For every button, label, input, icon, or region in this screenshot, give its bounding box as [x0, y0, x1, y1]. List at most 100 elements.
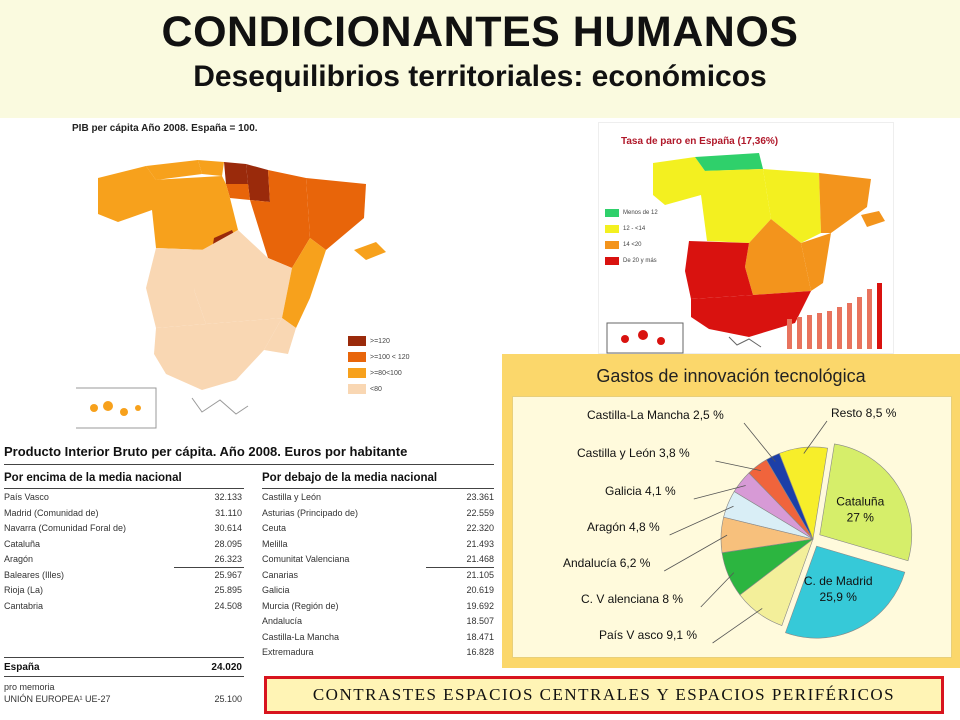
paro-legend-label: 14 <20 [623, 242, 642, 248]
map-region-murcia [264, 318, 296, 354]
paro-region-castillamancha [745, 219, 811, 295]
table-row-value: 20.619 [466, 585, 494, 595]
pie-slice-label: Resto 8,5 % [831, 406, 897, 420]
innovation-title: Gastos de innovación tecnológica [596, 366, 866, 386]
paro-region-castillaleon [701, 169, 771, 243]
pie-leader-line [743, 422, 776, 462]
legend-swatch-3 [348, 368, 366, 378]
map-region-paisvasco [224, 162, 248, 184]
pie-slice-value: 25,9 % [820, 590, 858, 604]
paro-region-baleares [861, 211, 885, 227]
paro-mini-bars [787, 283, 882, 349]
map-region-cantabria [198, 160, 224, 176]
pib-map-graphic [76, 160, 386, 429]
table-row-name: País Vasco [4, 492, 49, 502]
table-row-value: 32.133 [214, 492, 242, 502]
below-header: Por debajo de la media nacional [262, 472, 438, 484]
map-region-asturias [146, 160, 202, 180]
table-row-name: Andalucía [262, 616, 303, 626]
pib-map-title: PIB per cápita Año 2008. España = 100. [72, 123, 258, 134]
table-row-value: 16.828 [466, 647, 494, 657]
table-row-value: 28.095 [214, 538, 242, 549]
table-row-name: Castilla-La Mancha [262, 631, 340, 642]
map-region-larioja [226, 184, 250, 200]
pib-map: PIB per cápita Año 2008. España = 100. >… [6, 118, 500, 438]
map-region-castillamancha [194, 230, 292, 324]
spain-value: 24.020 [211, 662, 242, 673]
table-row-value: 22.559 [466, 507, 494, 518]
innovation-pie-chart: Cataluña 27 % C. de Madrid 25,9 % Castilla-L… [563, 406, 913, 644]
table-row-value: 19.692 [466, 600, 494, 611]
legend-swatch-4 [348, 384, 366, 394]
map-region-castillaleon [152, 176, 238, 250]
table-row-value: 31.110 [215, 507, 242, 518]
table-row-name: Cantabria [4, 600, 44, 611]
pie-slice-label: C. de Madrid [804, 574, 873, 588]
table-divider [4, 464, 494, 465]
map-region-navarra [246, 164, 270, 202]
eu-label: UNIÓN EUROPEA¹ UE-27 [4, 694, 111, 704]
table-row-name: Canarias [262, 569, 299, 580]
table-row-value: 26.323 [214, 554, 242, 564]
paro-legend-label: Menos de 12 [623, 210, 658, 216]
table-divider [4, 657, 244, 658]
table-row-value: 18.507 [466, 616, 494, 626]
pib-legend-label: >=120 [370, 338, 390, 345]
pie-slice [785, 545, 906, 639]
map-region-baleares [354, 242, 386, 260]
table-divider [174, 567, 244, 568]
table-row-name: Rioja (La) [4, 585, 44, 595]
paro-region-north [653, 157, 705, 205]
pie-leader-line [715, 460, 761, 471]
map-inset-ceuta-melilla [191, 397, 249, 415]
eu-value: 25.100 [214, 694, 242, 704]
slide-subtitle: Desequilibrios territoriales: económicos [193, 60, 767, 93]
table-row-name: Extremadura [262, 647, 314, 657]
paro-legend-label: 12 - <14 [623, 226, 646, 232]
pib-legend-label: >=100 < 120 [370, 354, 410, 361]
paro-map-title: Tasa de paro en España (17,36%) [621, 136, 779, 147]
spain-label: España [4, 662, 40, 673]
table-row-value: 22.320 [466, 523, 494, 533]
pie-leader-line [803, 420, 828, 454]
table-row-value: 24.508 [214, 600, 242, 611]
map-region-extremadura [146, 248, 206, 328]
pie-slice [819, 443, 913, 562]
paro-legend-label: De 20 y más [623, 258, 657, 264]
pib-table: Producto Interior Bruto per cápita. Año … [0, 438, 500, 720]
table-divider [4, 488, 244, 489]
pib-legend-label: <80 [370, 386, 382, 393]
paro-region-valencia [801, 233, 831, 291]
innovation-chart-area: Cataluña 27 % C. de Madrid 25,9 % Castilla-L… [512, 396, 952, 658]
legend-swatch-1 [348, 336, 366, 346]
table-row-value: 21.468 [466, 554, 494, 564]
pie-leader-line [712, 608, 763, 644]
map-region-valencia [282, 238, 326, 328]
pie-slice-value: 27 % [847, 510, 875, 524]
paro-region-cantabrico [695, 153, 763, 171]
table-row-name: Madrid (Comunidad de) [4, 507, 99, 518]
table-row-value: 21.493 [466, 538, 494, 549]
table-row-value: 25.895 [214, 585, 242, 595]
memo-label: pro memoria [4, 682, 55, 692]
paro-region-aragon [763, 169, 821, 243]
paro-region-cataluna [819, 173, 871, 233]
table-row-name: Baleares (Illes) [4, 569, 65, 580]
map-inset-canarias [76, 387, 157, 429]
pie-slice [778, 446, 829, 541]
table-row-value: 23.361 [466, 492, 494, 502]
pib-table-title: Producto Interior Bruto per cápita. Año … [4, 444, 408, 459]
above-header: Por encima de la media nacional [4, 472, 182, 484]
table-row-name: Castilla y León [262, 492, 322, 502]
pie-leader-line [693, 485, 746, 500]
table-row-name: Asturias (Principado de) [262, 507, 359, 518]
table-row-value: 30.614 [214, 523, 242, 533]
paro-region-andalucia [691, 291, 811, 337]
pie-leader-line [664, 534, 728, 572]
pie-slice-label: Castilla y León 3,8 % [577, 446, 690, 460]
pie-slice-label: C. V alenciana 8 % [581, 592, 683, 606]
pie-slice-label: Galicia 4,1 % [605, 484, 676, 498]
map-region-andalucia [154, 318, 282, 390]
paro-region-extremadura [685, 241, 753, 299]
innovation-panel: Gastos de innovación tecnológica Cataluñ… [502, 354, 960, 668]
